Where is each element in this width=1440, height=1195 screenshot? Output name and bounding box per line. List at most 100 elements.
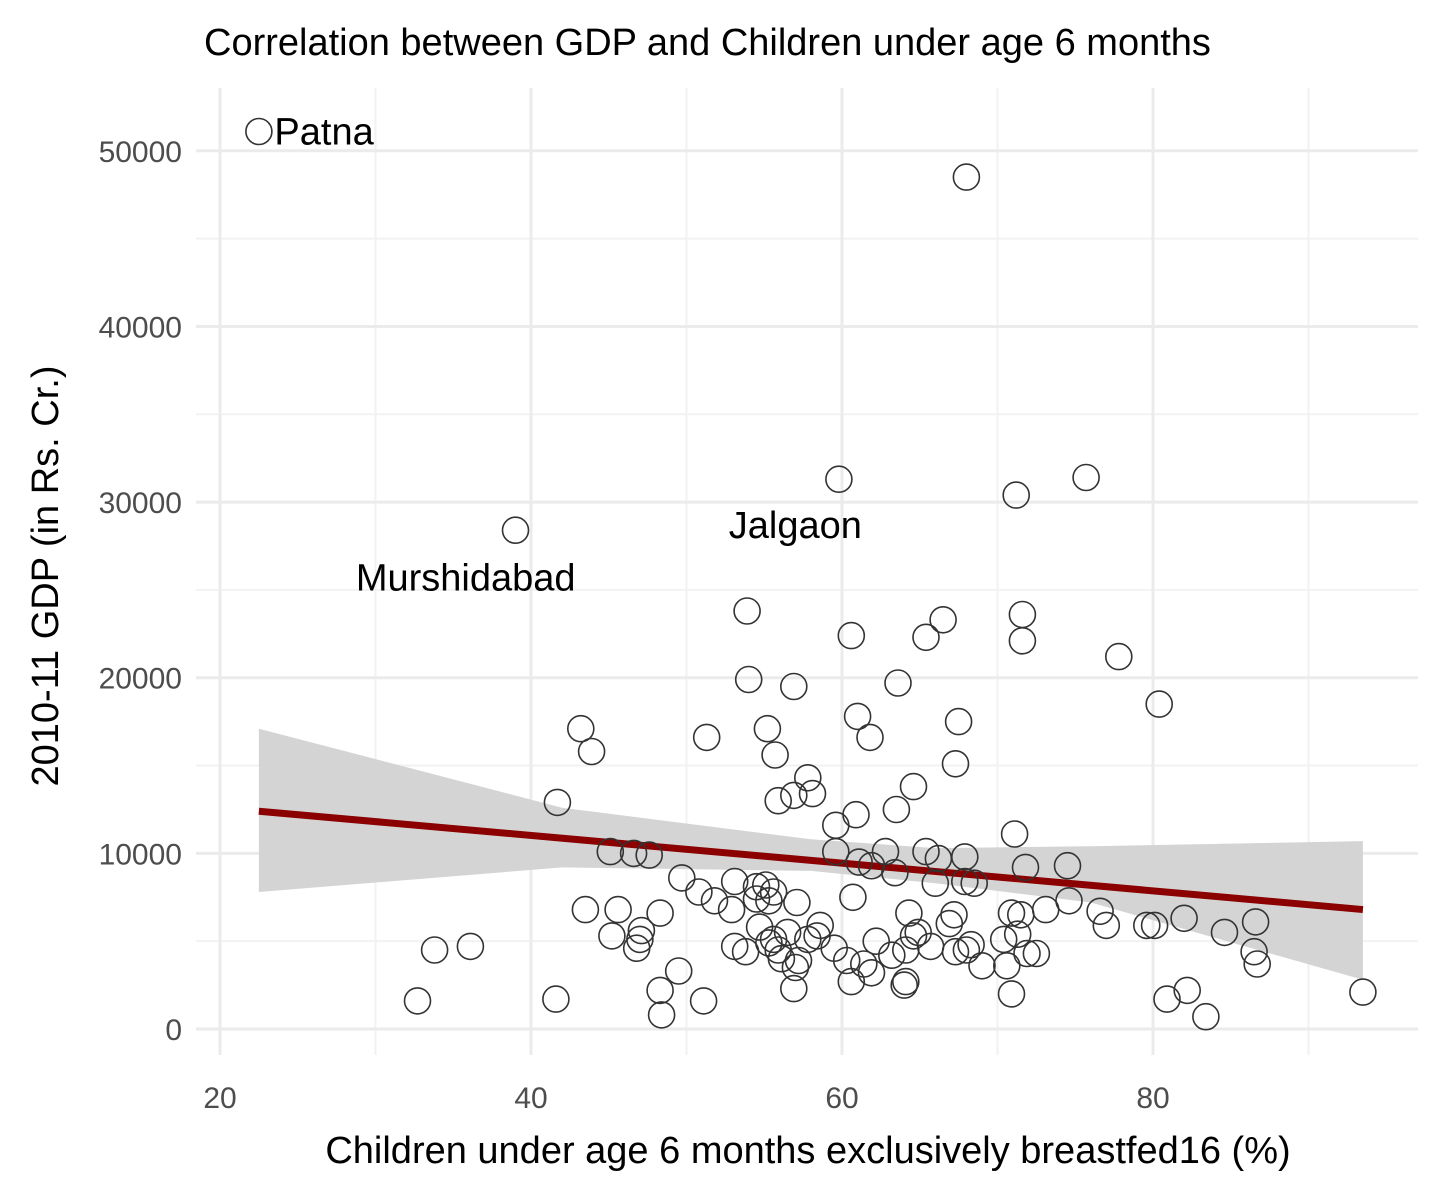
data-point — [734, 665, 763, 694]
data-point — [895, 899, 923, 927]
data-point — [842, 800, 870, 829]
data-point — [1145, 690, 1173, 718]
data-point — [456, 932, 485, 961]
data-point — [784, 946, 813, 975]
data-point — [957, 930, 985, 959]
data-point — [857, 958, 886, 987]
y-tick-label: 50000 — [99, 136, 182, 169]
chart-title: Correlation between GDP and Children und… — [204, 22, 1211, 64]
data-point — [646, 976, 674, 1005]
data-point — [899, 772, 928, 801]
data-point — [646, 899, 674, 927]
annotation-label: Jalgaon — [729, 505, 862, 547]
data-point — [773, 918, 802, 947]
data-point — [882, 795, 911, 824]
data-point — [856, 723, 884, 752]
data-point — [742, 885, 771, 913]
data-point — [891, 967, 920, 996]
data-point — [767, 944, 796, 973]
data-point — [1105, 642, 1133, 671]
data-point — [935, 909, 964, 938]
data-point — [1031, 895, 1060, 924]
annotation-label: Murshidabad — [356, 558, 576, 600]
data-point — [619, 839, 648, 868]
data-point — [832, 946, 861, 975]
data-point — [877, 941, 906, 970]
data-point — [542, 985, 570, 1013]
data-point — [685, 878, 713, 906]
y-tick-label: 30000 — [99, 487, 182, 520]
x-tick-label: 80 — [1136, 1082, 1169, 1115]
data-point — [692, 723, 721, 752]
data-point — [577, 737, 606, 766]
data-point — [543, 788, 572, 817]
data-point — [667, 864, 696, 892]
data-point — [1000, 820, 1029, 848]
data-point — [837, 967, 866, 996]
data-point — [1192, 1002, 1220, 1031]
x-axis-ticks: 20 40 60 80 — [203, 1082, 1169, 1115]
annotation-label: Patna — [274, 111, 374, 153]
data-point — [941, 937, 970, 966]
data-point — [912, 623, 940, 652]
y-tick-label: 40000 — [99, 311, 182, 344]
data-point — [899, 922, 928, 950]
data-point — [839, 883, 867, 912]
data-point — [881, 858, 909, 887]
data-point — [731, 937, 760, 966]
data-point — [1241, 908, 1270, 936]
data-point — [921, 869, 950, 898]
data-point — [779, 974, 808, 1003]
data-point — [940, 900, 968, 929]
data-point — [862, 927, 891, 956]
data-point — [761, 741, 789, 769]
data-point — [1003, 920, 1032, 949]
data-point — [689, 987, 718, 1015]
data-point — [944, 707, 973, 736]
data-point — [1055, 886, 1083, 915]
data-point — [1006, 900, 1035, 929]
data-point — [622, 934, 651, 963]
data-point — [420, 936, 449, 964]
confidence-band — [258, 728, 1363, 980]
y-tick-label: 10000 — [99, 838, 182, 871]
data-point — [720, 867, 749, 896]
trend-line-layer — [258, 807, 1364, 914]
data-point — [845, 848, 873, 876]
data-point — [968, 951, 996, 980]
data-point — [849, 950, 878, 978]
data-point — [1011, 853, 1040, 882]
data-point — [596, 837, 625, 866]
data-point — [825, 465, 853, 494]
data-point — [997, 980, 1026, 1008]
data-point — [1013, 939, 1041, 968]
data-point — [821, 811, 850, 840]
data-point — [604, 895, 632, 924]
y-tick-label: 0 — [165, 1014, 182, 1047]
data-point — [764, 786, 793, 815]
data-point — [759, 878, 788, 906]
data-point — [950, 867, 979, 896]
data-point — [664, 957, 693, 985]
data-point — [627, 916, 656, 945]
data-point — [755, 886, 783, 915]
data-point — [837, 621, 866, 650]
data-point — [720, 932, 749, 961]
data-point — [751, 871, 780, 899]
data-point — [566, 714, 595, 743]
y-axis-title: 2010-11 GDP (in Rs. Cr.) — [25, 366, 67, 787]
data-point — [647, 1001, 676, 1029]
data-point — [753, 714, 782, 743]
data-point — [781, 953, 810, 982]
data-point — [890, 971, 919, 999]
data-point — [1170, 904, 1198, 933]
data-point — [598, 922, 626, 950]
data-point — [501, 516, 530, 545]
data-point — [1173, 976, 1201, 1005]
y-axis-ticks: 0 10000 20000 30000 40000 50000 — [99, 136, 182, 1047]
data-point — [793, 763, 822, 792]
data-point — [1053, 851, 1082, 880]
confidence-band-area — [258, 728, 1363, 980]
data-point — [1002, 481, 1031, 509]
